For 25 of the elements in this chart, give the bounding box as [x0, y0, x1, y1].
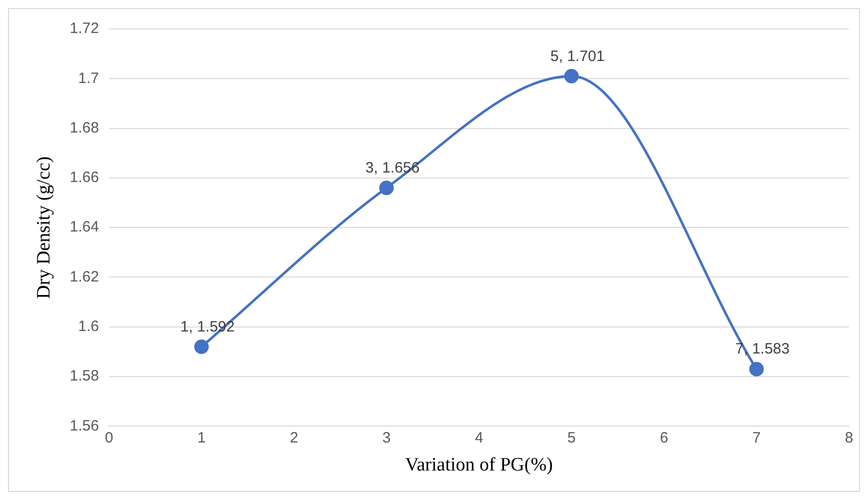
y-tick-label: 1.66	[70, 169, 99, 186]
x-axis-title: Variation of PG(%)	[405, 454, 553, 476]
x-tick-label: 3	[382, 429, 391, 446]
x-tick-label: 6	[660, 429, 668, 446]
y-tick-label: 1.56	[70, 417, 99, 434]
y-tick-label: 1.68	[70, 119, 99, 136]
x-tick-label: 4	[474, 429, 484, 446]
y-tick-label: 1.64	[70, 218, 99, 236]
y-tick-label: 1.7	[78, 70, 99, 87]
x-tick-label: 0	[104, 429, 114, 446]
point	[749, 362, 764, 376]
x-tick-label: 2	[290, 429, 298, 446]
x-tick-label: 1	[197, 429, 206, 446]
y-tick-label: 1.72	[70, 20, 99, 38]
y-tick-label: 1.62	[70, 268, 99, 286]
x-tick-label: 7	[752, 429, 761, 446]
x-tick-label: 5	[567, 429, 576, 446]
y-tick-label: 1.6	[78, 318, 99, 336]
x-tick-label: 8	[844, 429, 854, 446]
y-axis-title: Dry Density (g/cc)	[33, 156, 54, 299]
y-tick-label: 1.58	[70, 368, 99, 385]
data-label: 5, 1.701	[550, 48, 605, 65]
point	[564, 68, 579, 84]
point	[194, 340, 209, 354]
point	[379, 180, 394, 196]
